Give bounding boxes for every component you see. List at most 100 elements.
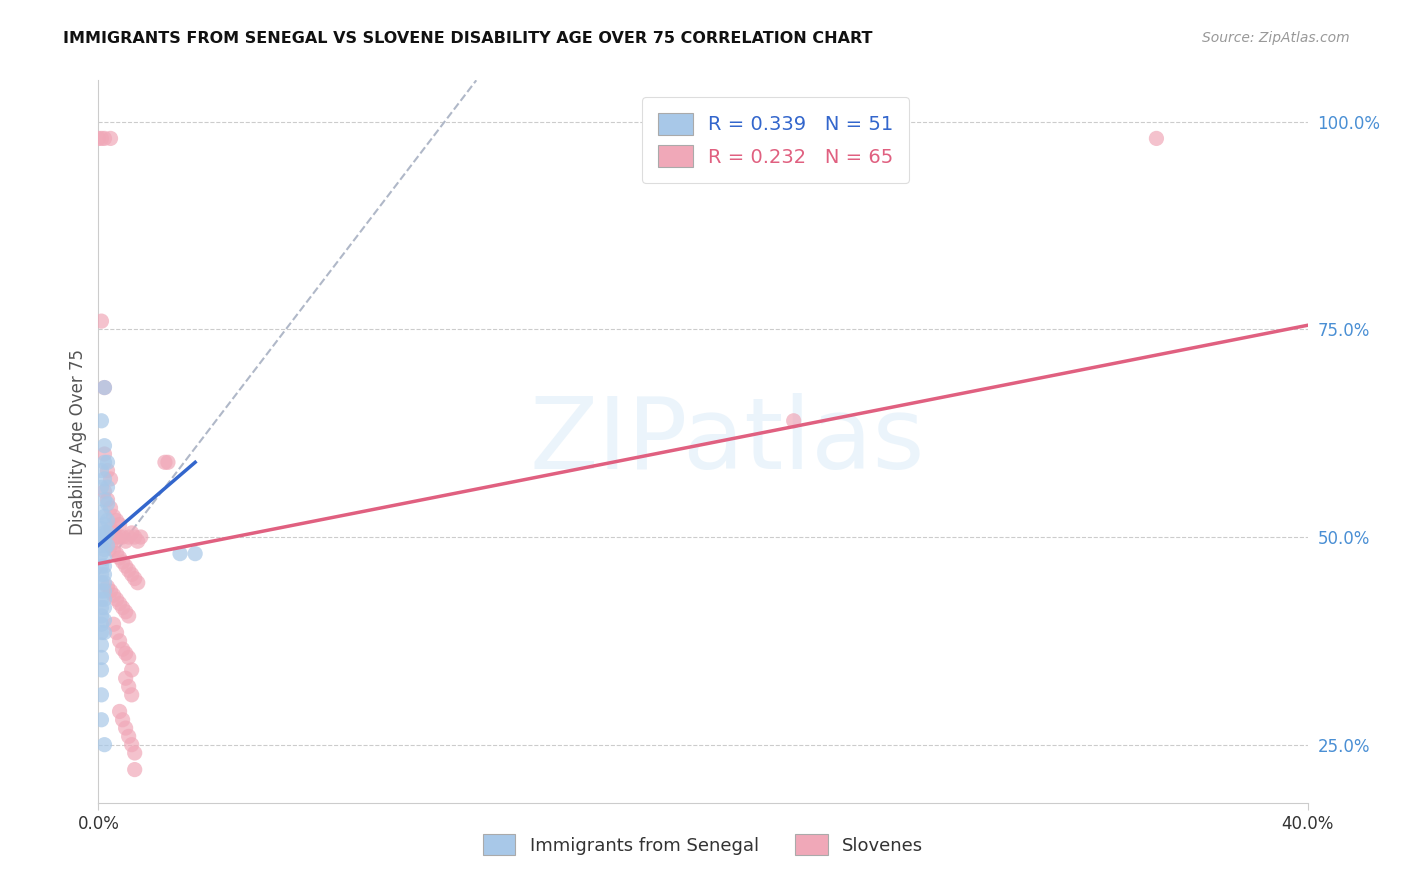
Point: [96, 464, 118, 478]
Text: Source: ZipAtlas.com: Source: ZipAtlas.com: [1202, 31, 1350, 45]
Point: [124, 746, 146, 760]
Point: [96, 580, 118, 594]
Point: [90, 464, 112, 478]
Point: [111, 530, 134, 544]
Point: [100, 131, 122, 145]
Point: [114, 721, 136, 735]
Point: [108, 597, 131, 611]
Point: [118, 730, 141, 744]
Point: [105, 625, 128, 640]
Point: [127, 534, 149, 549]
Point: [103, 525, 125, 540]
Point: [96, 455, 118, 469]
Point: [153, 455, 176, 469]
Point: [90, 638, 112, 652]
Point: [108, 633, 131, 648]
Point: [90, 131, 112, 145]
Point: [114, 534, 136, 549]
Point: [90, 480, 112, 494]
Point: [111, 600, 134, 615]
Point: [93, 492, 115, 507]
Point: [111, 713, 134, 727]
Point: [114, 559, 136, 574]
Point: [90, 530, 112, 544]
Point: [93, 625, 115, 640]
Point: [93, 380, 115, 394]
Point: [118, 609, 141, 624]
Point: [118, 563, 141, 577]
Point: [184, 547, 207, 561]
Point: [93, 584, 115, 599]
Point: [103, 588, 125, 602]
Point: [93, 600, 115, 615]
Point: [108, 517, 131, 532]
Point: [105, 513, 128, 527]
Point: [118, 680, 141, 694]
Point: [90, 609, 112, 624]
Point: [108, 705, 131, 719]
Point: [90, 575, 112, 590]
Point: [111, 555, 134, 569]
Point: [96, 513, 118, 527]
Point: [124, 763, 146, 777]
Point: [90, 713, 112, 727]
Point: [121, 688, 143, 702]
Point: [100, 522, 122, 536]
Legend: Immigrants from Senegal, Slovenes: Immigrants from Senegal, Slovenes: [475, 827, 931, 863]
Point: [90, 505, 112, 519]
Point: [93, 575, 115, 590]
Point: [90, 688, 112, 702]
Point: [100, 472, 122, 486]
Point: [96, 525, 118, 540]
Point: [90, 414, 112, 428]
Point: [121, 567, 143, 582]
Point: [93, 738, 115, 752]
Point: [156, 455, 179, 469]
Point: [90, 663, 112, 677]
Point: [121, 738, 143, 752]
Point: [100, 584, 122, 599]
Point: [93, 439, 115, 453]
Point: [90, 547, 112, 561]
Point: [90, 650, 112, 665]
Point: [105, 592, 128, 607]
Point: [114, 605, 136, 619]
Point: [93, 455, 115, 469]
Point: [96, 492, 118, 507]
Point: [103, 617, 125, 632]
Point: [121, 663, 143, 677]
Point: [108, 550, 131, 565]
Point: [108, 530, 131, 544]
Point: [93, 380, 115, 394]
Point: [90, 559, 112, 574]
Point: [783, 414, 806, 428]
Point: [114, 646, 136, 660]
Point: [169, 547, 191, 561]
Point: [93, 550, 115, 565]
Point: [121, 525, 143, 540]
Point: [93, 472, 115, 486]
Point: [93, 131, 115, 145]
Point: [93, 534, 115, 549]
Point: [96, 480, 118, 494]
Point: [90, 522, 112, 536]
Point: [96, 538, 118, 552]
Point: [93, 509, 115, 524]
Point: [93, 567, 115, 582]
Point: [90, 584, 112, 599]
Point: [90, 592, 112, 607]
Point: [100, 500, 122, 515]
Point: [93, 525, 115, 540]
Point: [114, 671, 136, 685]
Y-axis label: Disability Age Over 75: Disability Age Over 75: [69, 349, 87, 534]
Point: [90, 625, 112, 640]
Point: [93, 484, 115, 499]
Point: [90, 538, 112, 552]
Point: [103, 509, 125, 524]
Point: [93, 592, 115, 607]
Point: [105, 547, 128, 561]
Point: [127, 575, 149, 590]
Point: [90, 567, 112, 582]
Point: [100, 538, 122, 552]
Text: IMMIGRANTS FROM SENEGAL VS SLOVENE DISABILITY AGE OVER 75 CORRELATION CHART: IMMIGRANTS FROM SENEGAL VS SLOVENE DISAB…: [63, 31, 873, 46]
